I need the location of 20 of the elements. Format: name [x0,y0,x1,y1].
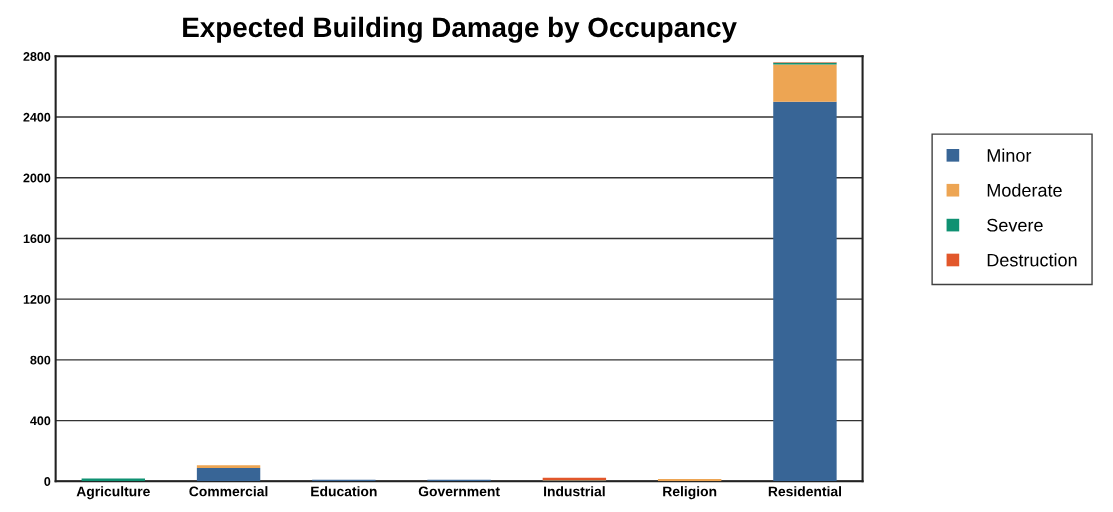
x-tick-label: Commercial [189,486,268,497]
y-tick-label: 2000 [23,173,51,183]
y-tick-label: 2800 [23,52,51,61]
legend-label: Minor [987,148,1032,162]
x-tick-label: Religion [663,486,717,500]
x-tick-label: Government [418,486,500,497]
legend-label: Destruction [987,253,1077,267]
y-tick-label: 2400 [23,112,51,122]
y-tick-label: 1600 [23,234,51,244]
x-tick-label: Residential [768,486,842,497]
legend-label: Moderate [987,183,1062,197]
y-tick-label: 400 [30,416,51,426]
y-tick-label: 1200 [23,294,51,304]
x-tick-label: Education [311,486,377,497]
y-tick-label: 800 [30,355,51,365]
x-tick-label: Industrial [544,486,605,497]
legend-label: Severe [987,218,1043,232]
x-tick-label: Agriculture [76,486,150,500]
y-tick-label: 0 [44,477,51,486]
chart-title: Expected Building Damage by Occupancy [183,16,737,43]
